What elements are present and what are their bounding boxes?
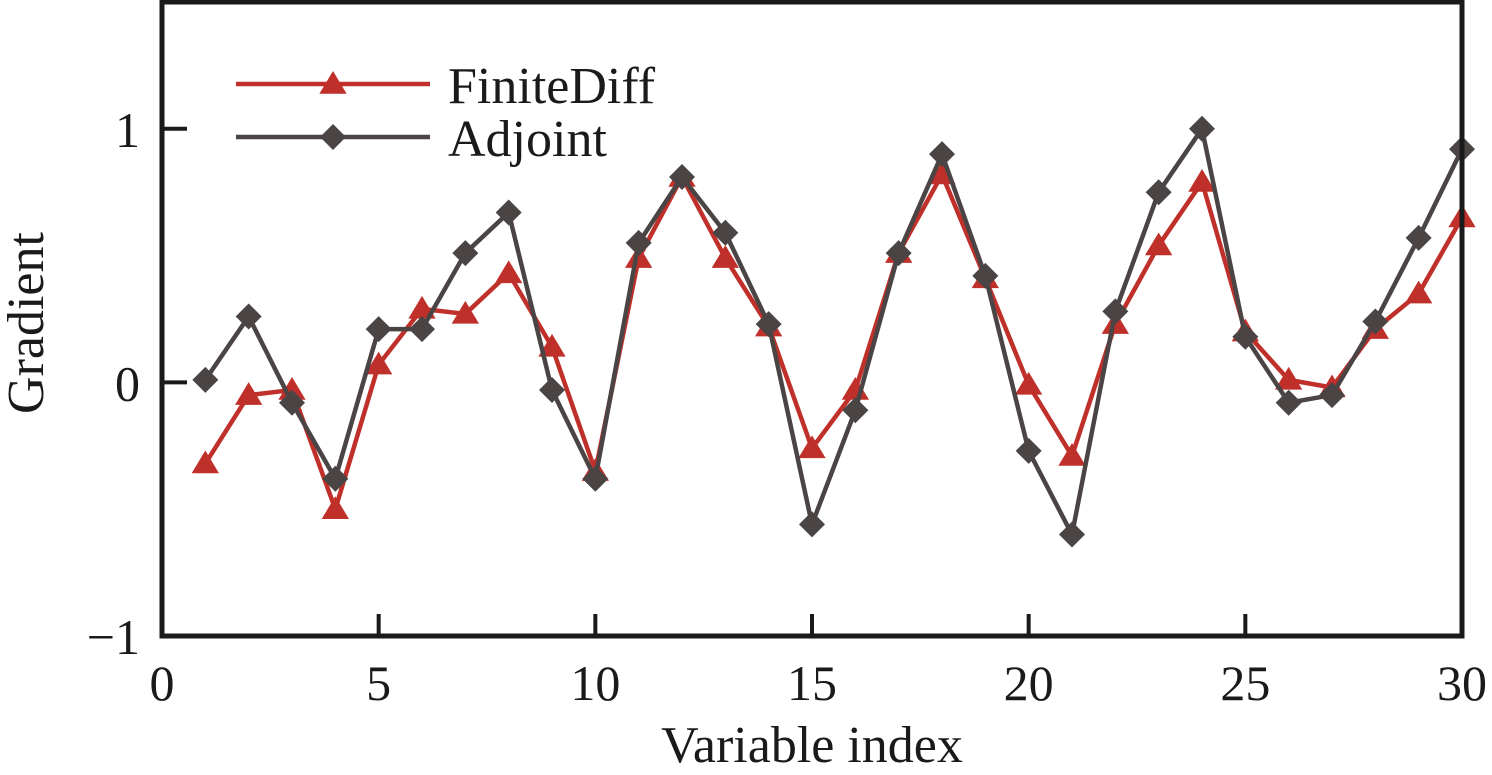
- data-point: [1015, 371, 1043, 395]
- data-point: [1058, 442, 1086, 466]
- data-point: [712, 219, 739, 246]
- data-point: [539, 377, 565, 404]
- data-point: [972, 262, 999, 289]
- x-tick-label: 20: [1004, 655, 1054, 711]
- series-layer: [191, 115, 1476, 548]
- data-point: [192, 366, 219, 393]
- data-point: [582, 465, 609, 492]
- data-point: [1188, 169, 1216, 192]
- data-point: [1189, 115, 1215, 142]
- x-tick-label: 30: [1437, 655, 1487, 711]
- x-tick-label: 5: [366, 655, 391, 711]
- data-point: [495, 199, 522, 226]
- data-point: [1405, 280, 1433, 304]
- data-point: [365, 351, 393, 375]
- data-point: [1362, 308, 1389, 335]
- data-point: [1275, 389, 1302, 416]
- y-axis-title: Gradient: [0, 231, 55, 413]
- data-point: [191, 450, 219, 474]
- data-point: [235, 303, 262, 330]
- data-point: [929, 141, 955, 168]
- data-point: [1102, 298, 1129, 325]
- data-point: [711, 245, 739, 268]
- legend-label: FiniteDiff: [448, 58, 656, 115]
- data-point: [1275, 366, 1303, 390]
- data-point: [1015, 437, 1042, 464]
- legend-entry: Adjoint: [236, 111, 607, 168]
- data-point: [1059, 521, 1085, 548]
- y-tick-label: 0: [115, 355, 140, 411]
- data-point: [235, 382, 263, 405]
- data-point: [669, 163, 695, 190]
- data-point: [1145, 232, 1173, 256]
- data-point: [1319, 382, 1345, 409]
- x-tick-label: 10: [570, 655, 620, 711]
- legend-label: Adjoint: [448, 111, 607, 168]
- data-point: [495, 260, 523, 284]
- data-point: [538, 333, 566, 357]
- data-point: [322, 465, 349, 492]
- data-point: [841, 377, 869, 400]
- data-point: [409, 316, 435, 343]
- y-tick-label: 1: [115, 102, 140, 158]
- x-axis-title: Variable index: [661, 717, 963, 770]
- legend-marker: [319, 71, 347, 94]
- x-tick-label: 15: [787, 655, 837, 711]
- ticks-layer: 0 5 10 15 20 25 30−101: [87, 102, 1487, 711]
- data-point: [1232, 323, 1259, 350]
- series-line: [203, 172, 1464, 512]
- legend-entry: FiniteDiff: [236, 58, 656, 115]
- data-point: [798, 435, 826, 459]
- data-point: [451, 300, 479, 324]
- data-point: [279, 389, 305, 416]
- data-point: [799, 511, 825, 538]
- plot-frame: [159, 0, 1465, 639]
- series-adjoint: [192, 115, 1475, 548]
- data-point: [1405, 224, 1432, 251]
- data-point: [452, 240, 479, 267]
- data-point: [885, 240, 912, 267]
- data-point: [625, 245, 653, 268]
- x-tick-label: 25: [1220, 655, 1270, 711]
- series-line: [203, 126, 1465, 537]
- x-tick-label: 0: [150, 655, 175, 711]
- data-point: [842, 397, 869, 424]
- data-point: [321, 496, 349, 519]
- data-point: [625, 229, 652, 256]
- data-point: [755, 311, 782, 338]
- data-point: [365, 316, 392, 343]
- legend-marker: [320, 124, 346, 150]
- data-point: [1145, 179, 1172, 206]
- y-tick-label: −1: [87, 609, 140, 665]
